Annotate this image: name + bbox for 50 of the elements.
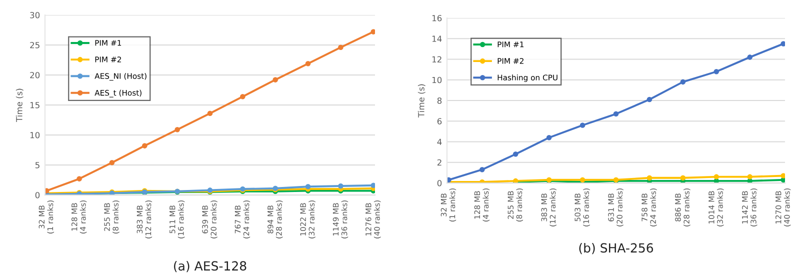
point	[546, 134, 552, 140]
point	[714, 174, 720, 180]
y-tick-label: 12	[432, 56, 442, 62]
text: (a) AES-128	[174, 260, 246, 272]
y-axis-title: Time (s)	[418, 84, 426, 118]
y-axis-title: Time (s)	[16, 88, 24, 122]
point	[338, 183, 344, 189]
point	[714, 68, 720, 74]
point	[305, 184, 311, 190]
y-tick-label: 6	[437, 118, 442, 124]
point	[512, 151, 518, 157]
y-tick-label: 25	[30, 42, 40, 48]
y-tick-label: 10	[30, 132, 40, 138]
point	[338, 44, 344, 50]
point	[370, 182, 375, 188]
text: (b) SHA-256	[579, 242, 654, 254]
point	[480, 166, 485, 172]
y-tick-label: 4	[437, 138, 442, 145]
point	[174, 126, 180, 132]
y-tick-label: 8	[437, 97, 442, 104]
y-tick-label: 2	[437, 159, 442, 166]
y-tick-label: 0	[35, 192, 40, 198]
y-tick-label: 16	[432, 14, 442, 22]
point	[680, 175, 686, 180]
point	[780, 41, 785, 46]
point	[272, 77, 278, 82]
y-tick-label: 20	[30, 72, 40, 78]
point	[305, 60, 311, 66]
point	[646, 96, 652, 102]
point	[780, 177, 785, 183]
point	[680, 79, 686, 85]
y-tick-label: 5	[35, 162, 40, 168]
point	[207, 110, 213, 116]
point	[747, 54, 752, 60]
point	[613, 111, 619, 117]
point	[780, 173, 785, 178]
point	[580, 122, 586, 128]
point	[45, 188, 50, 194]
point	[142, 143, 148, 148]
y-tick-label: 10	[432, 76, 442, 84]
point	[76, 176, 82, 182]
point	[109, 160, 115, 166]
y-tick-label: 15	[30, 102, 40, 108]
point	[646, 175, 652, 180]
point	[240, 94, 246, 100]
point	[747, 174, 752, 180]
y-tick-label: 0	[437, 180, 442, 186]
y-tick-label: 14	[432, 36, 442, 42]
point	[370, 29, 375, 34]
y-tick-label: 30	[30, 12, 40, 18]
